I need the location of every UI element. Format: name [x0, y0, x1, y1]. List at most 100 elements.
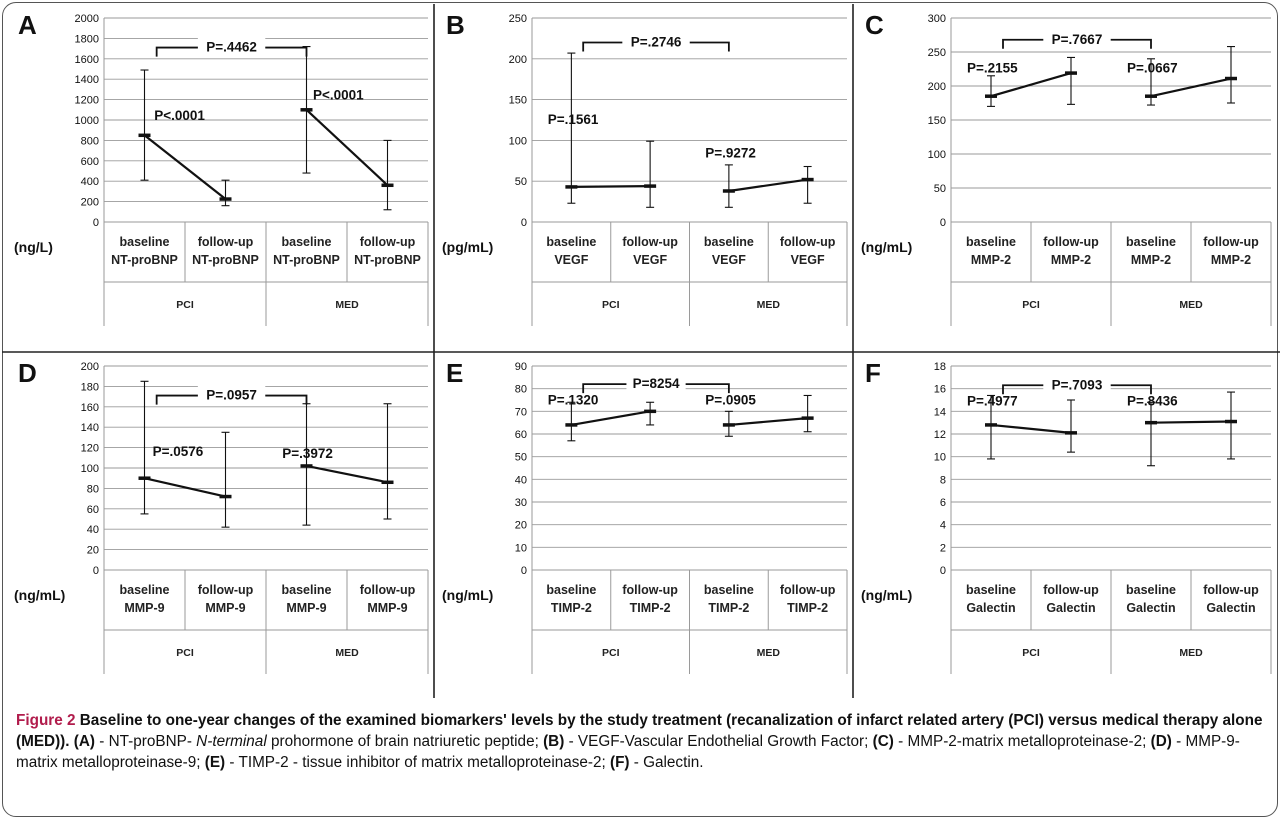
y-tick-label: 0 [940, 565, 946, 577]
bracket-p-value: P=.7093 [1052, 377, 1103, 392]
series-line [144, 477, 226, 498]
x-tick-label: TIMP-2 [787, 601, 828, 615]
y-tick-label: 1800 [75, 33, 99, 45]
p-value-annotation: P=.8436 [1127, 394, 1178, 409]
series-line [990, 72, 1072, 98]
series-line [571, 184, 651, 189]
group-label: PCI [1022, 647, 1040, 659]
y-tick-label: 160 [81, 402, 99, 414]
x-tick-label: Galectin [1206, 601, 1255, 615]
y-tick-label: 200 [81, 197, 99, 209]
series-line [990, 423, 1072, 434]
caption-d-text: - MMP-9-matrix metalloproteinase-9; [16, 733, 1240, 771]
x-tick-label: VEGF [633, 253, 667, 267]
group-label: PCI [1022, 299, 1040, 311]
x-tick-label: VEGF [791, 253, 825, 267]
panel-b-chart: B 0 50 100 150 200 250 baseline VEGF follow-up VEG… [442, 10, 848, 326]
y-tick-label: 250 [509, 13, 527, 25]
x-tick-label: follow-up [198, 235, 254, 249]
caption-e-label: (E) [204, 754, 226, 771]
y-tick-label: 100 [509, 135, 527, 147]
bracket-label-bg [1043, 29, 1111, 48]
y-tick-label: 0 [940, 217, 946, 229]
panel-f-chart: F 0 2 4 6 8 10 12 14 16 18 baseline Galectin follow-u… [861, 358, 1272, 674]
y-tick-label: 20 [87, 545, 99, 557]
y-tick-label: 12 [934, 429, 946, 441]
y-axis-label: (ng/mL) [442, 587, 493, 603]
x-tick-label: MMP-2 [1211, 253, 1251, 267]
group-label: PCI [602, 299, 620, 311]
x-tick-label: baseline [704, 583, 754, 597]
y-tick-label: 1200 [75, 95, 99, 107]
series-line [1150, 77, 1232, 98]
x-tick-label: follow-up [622, 583, 678, 597]
y-axis-label: (ng/mL) [861, 239, 912, 255]
y-tick-label: 0 [521, 565, 527, 577]
y-tick-label: 140 [81, 422, 99, 434]
bracket-p-value: P=8254 [633, 376, 680, 391]
panel-c-chart: C 0 50 100 150 200 250 300 baseline MMP-2 follow-u… [861, 10, 1272, 326]
y-tick-label: 200 [81, 361, 99, 373]
group-label: MED [335, 299, 359, 311]
x-tick-label: Galectin [1126, 601, 1175, 615]
chart-grid: A 0 200 400 600 800 1000 1200 1400 1600 1800 2000 ba… [2, 4, 1280, 698]
y-tick-label: 100 [928, 149, 946, 161]
y-tick-label: 50 [515, 176, 527, 188]
x-tick-label: NT-proBNP [192, 253, 259, 267]
x-tick-label: baseline [119, 235, 169, 249]
x-tick-label: baseline [546, 235, 596, 249]
x-tick-label: Galectin [1046, 601, 1095, 615]
y-tick-label: 300 [928, 13, 946, 25]
y-tick-label: 70 [515, 406, 527, 418]
x-tick-label: baseline [1126, 235, 1176, 249]
x-tick-label: MMP-9 [367, 601, 407, 615]
group-label: MED [757, 647, 781, 659]
x-tick-label: follow-up [1043, 583, 1099, 597]
caption-title-text: Baseline to one-year changes of the exam… [16, 712, 1263, 750]
caption-a-label: (A) [73, 733, 96, 750]
panel-dividers [2, 4, 1280, 698]
caption-a-text-italic: N-terminal [196, 733, 267, 750]
x-tick-label: baseline [1126, 583, 1176, 597]
group-label: MED [335, 647, 359, 659]
x-tick-label: follow-up [360, 235, 416, 249]
bracket-label-bg [1043, 375, 1111, 394]
panel-e-chart: E 0 10 20 30 40 50 60 70 80 90 baseline TIMP-2 follow… [442, 358, 848, 674]
p-value-annotation: P<.0001 [313, 88, 364, 103]
group-label: PCI [602, 647, 620, 659]
x-tick-label: baseline [281, 583, 331, 597]
x-tick-label: NT-proBNP [354, 253, 421, 267]
p-value-annotation: P=.1561 [548, 112, 599, 127]
x-tick-label: VEGF [554, 253, 588, 267]
panel-label: B [446, 10, 465, 40]
bracket-label-bg [197, 37, 266, 56]
x-tick-label: baseline [546, 583, 596, 597]
y-tick-label: 120 [81, 443, 99, 455]
y-tick-label: 250 [928, 47, 946, 59]
y-tick-label: 60 [515, 429, 527, 441]
p-value-annotation: P=.1320 [548, 393, 599, 408]
figure-caption: Figure 2 Baseline to one-year changes of… [16, 710, 1266, 773]
series-line [571, 410, 651, 427]
y-tick-label: 0 [93, 565, 99, 577]
x-tick-label: TIMP-2 [551, 601, 592, 615]
panel-d-chart: D 0 20 40 60 80 100 120 140 160 180 200 baseline MMP-… [14, 358, 429, 674]
y-tick-label: 80 [87, 483, 99, 495]
caption-b-label: (B) [543, 733, 565, 750]
y-tick-label: 16 [934, 384, 946, 396]
p-value-annotation: P=.9272 [705, 146, 756, 161]
y-tick-label: 200 [928, 81, 946, 93]
x-tick-label: follow-up [198, 583, 254, 597]
p-value-annotation: P=.0667 [1127, 60, 1178, 75]
y-tick-label: 40 [515, 474, 527, 486]
caption-a-text-1: - NT-proBNP- [99, 733, 192, 750]
x-tick-label: MMP-2 [971, 253, 1011, 267]
bracket-label-bg [626, 374, 686, 393]
bracket-label-bg [197, 385, 266, 404]
x-tick-label: MMP-2 [1051, 253, 1091, 267]
x-tick-label: baseline [966, 583, 1016, 597]
panel-label: D [18, 358, 37, 388]
y-tick-label: 100 [81, 463, 99, 475]
x-tick-label: NT-proBNP [273, 253, 340, 267]
